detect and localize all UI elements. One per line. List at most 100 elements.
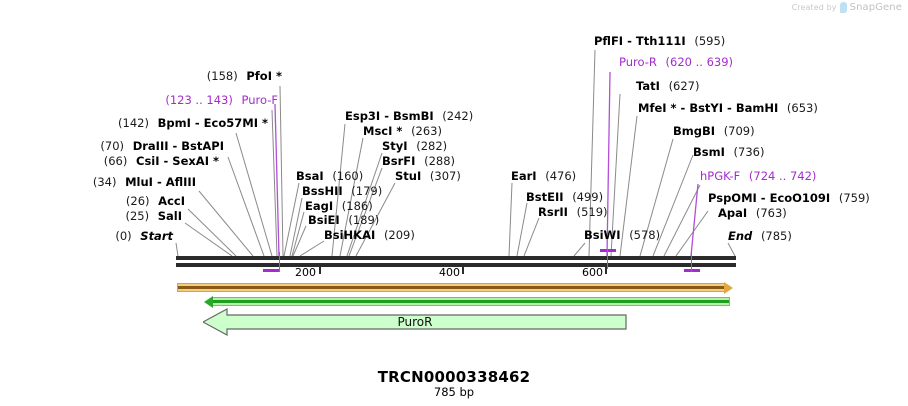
label-stui[interactable]: StuI (307) xyxy=(395,170,461,183)
label-bsshii[interactable]: BssHII (179) xyxy=(302,185,382,198)
label-enzymes: RsrII xyxy=(538,205,568,219)
label-enzymes: BsiEI xyxy=(308,213,340,227)
label-enzymes: StuI xyxy=(395,169,422,183)
label-start[interactable]: (0) Start xyxy=(115,230,173,243)
ruler-tick-200 xyxy=(319,265,321,274)
ruler-label-600: 600 xyxy=(582,266,603,279)
label-position: (499) xyxy=(572,190,604,204)
primer-tick-hpgk-f xyxy=(691,252,693,272)
label-styi[interactable]: StyI (282) xyxy=(382,140,447,153)
label-apai[interactable]: ApaI (763) xyxy=(718,207,787,220)
label-enzymes: BsiWI xyxy=(584,228,621,242)
orf-orange-arrowhead-right-icon xyxy=(724,281,733,294)
label-mlui-afliii[interactable]: (34) MluI - AflIII xyxy=(93,176,196,189)
label-position: (578) xyxy=(629,228,661,242)
label-position: (282) xyxy=(416,139,448,153)
label-position: (186) xyxy=(341,199,373,213)
label-puro-f[interactable]: (123 .. 143) Puro-F xyxy=(165,94,278,107)
label-position: (620 .. 639) xyxy=(665,55,734,69)
label-enzymes: BsaI xyxy=(296,169,324,183)
label-position: (209) xyxy=(383,228,415,242)
label-hpgk-f[interactable]: hPGK-F (724 .. 742) xyxy=(700,170,816,183)
label-msci[interactable]: MscI * (263) xyxy=(363,125,442,138)
label-enzymes: MluI - AflIII xyxy=(125,175,196,189)
orf-orange-core xyxy=(178,286,724,289)
label-pspomi-ecoo109i[interactable]: PspOMI - EcoO109I (759) xyxy=(708,192,870,205)
label-acci[interactable]: (26) AccI xyxy=(126,195,185,208)
label-rsrii[interactable]: RsrII (519) xyxy=(538,206,608,219)
label-position: (307) xyxy=(429,169,461,183)
label-position: (25) xyxy=(125,209,150,223)
sequence-length: 785 bp xyxy=(433,385,475,399)
label-bsmi[interactable]: BsmI (736) xyxy=(693,146,764,159)
label-position: (595) xyxy=(694,34,726,48)
label-primer-name: Puro-R xyxy=(619,55,657,69)
label-draiii-bstapi[interactable]: (70) DraIII - BstAPI xyxy=(100,140,224,153)
watermark-created-by: Created by xyxy=(791,3,837,12)
label-enzymes: EagI xyxy=(305,199,334,213)
label-mfei-bstyi-bamhi[interactable]: MfeI * - BstYI - BamHI (653) xyxy=(638,102,818,115)
label-eagi[interactable]: EagI (186) xyxy=(305,200,373,213)
label-position: (759) xyxy=(838,191,870,205)
snapgene-logo-icon xyxy=(839,2,847,13)
label-position: (476) xyxy=(545,169,577,183)
label-enzymes: DraIII - BstAPI xyxy=(132,139,224,153)
label-bpmi-eco57mi[interactable]: (142) BpmI - Eco57MI * xyxy=(118,117,268,130)
label-position: (26) xyxy=(125,194,150,208)
label-position: (179) xyxy=(351,184,383,198)
label-sali[interactable]: (25) SalI xyxy=(125,210,182,223)
label-pfoi[interactable]: (158) PfoI * xyxy=(207,70,282,83)
label-enzymes: BssHII xyxy=(302,184,343,198)
label-enzymes: StyI xyxy=(382,139,408,153)
label-position: (736) xyxy=(733,145,765,159)
label-enzymes: EarI xyxy=(511,169,537,183)
label-csii-sexai[interactable]: (66) CsiI - SexAI * xyxy=(104,155,219,168)
label-enzymes: TatI xyxy=(636,79,660,93)
snapgene-watermark: Created by SnapGene xyxy=(792,2,902,13)
label-end[interactable]: End (785) xyxy=(728,230,792,243)
label-bsrfi[interactable]: BsrFI (288) xyxy=(382,155,455,168)
label-eari[interactable]: EarI (476) xyxy=(511,170,576,183)
label-enzymes: PspOMI - EcoO109I xyxy=(708,191,831,205)
sequence-backbone-upper[interactable] xyxy=(176,256,736,260)
label-position: (123 .. 143) xyxy=(165,93,233,107)
feature-puror[interactable]: PuroR xyxy=(201,307,627,337)
label-position: (189) xyxy=(348,213,380,227)
label-bsiwi[interactable]: BsiWI (578) xyxy=(584,229,660,242)
label-marker: End xyxy=(728,229,753,243)
label-position: (70) xyxy=(100,139,125,153)
label-bsteii[interactable]: BstEII (499) xyxy=(526,191,603,204)
label-enzymes: PfoI * xyxy=(246,69,282,83)
label-position: (724 .. 742) xyxy=(748,169,817,183)
primer-marker-puro-f[interactable] xyxy=(263,269,279,272)
label-position: (242) xyxy=(442,109,474,123)
label-enzymes: Esp3I - BsmBI xyxy=(345,109,434,123)
label-position: (627) xyxy=(668,79,700,93)
label-enzymes: BpmI - Eco57MI * xyxy=(157,116,268,130)
label-position: (519) xyxy=(576,205,608,219)
page-title: TRCN0000338462 xyxy=(377,368,531,386)
orf-green-arrowhead-left-icon xyxy=(204,295,213,308)
label-esp3i-bsmbi[interactable]: Esp3I - BsmBI (242) xyxy=(345,110,473,123)
orf-green-core xyxy=(213,300,729,303)
label-bsihkai[interactable]: BsiHKAI (209) xyxy=(324,229,415,242)
label-position: (653) xyxy=(786,101,818,115)
label-tati[interactable]: TatI (627) xyxy=(636,80,700,93)
label-bmgbi[interactable]: BmgBI (709) xyxy=(673,125,755,138)
label-position: (142) xyxy=(118,116,149,130)
label-puro-r[interactable]: Puro-R (620 .. 639) xyxy=(619,56,733,69)
label-bsai[interactable]: BsaI (160) xyxy=(296,170,363,183)
primer-tick-puro-f xyxy=(279,252,281,272)
label-enzymes: MscI * xyxy=(363,124,403,138)
label-primer-name: Puro-F xyxy=(241,93,278,107)
label-enzymes: BsmI xyxy=(693,145,725,159)
label-bsiei[interactable]: BsiEI (189) xyxy=(308,214,379,227)
primer-tick-puro-r xyxy=(607,249,609,269)
sequence-backbone-lower[interactable] xyxy=(176,263,736,267)
label-position: (709) xyxy=(723,124,755,138)
ruler-label-200: 200 xyxy=(295,266,316,279)
label-position: (288) xyxy=(424,154,456,168)
label-position: (0) xyxy=(115,229,132,243)
label-pflfi-tth111i[interactable]: PflFI - Tth111I (595) xyxy=(594,35,725,48)
